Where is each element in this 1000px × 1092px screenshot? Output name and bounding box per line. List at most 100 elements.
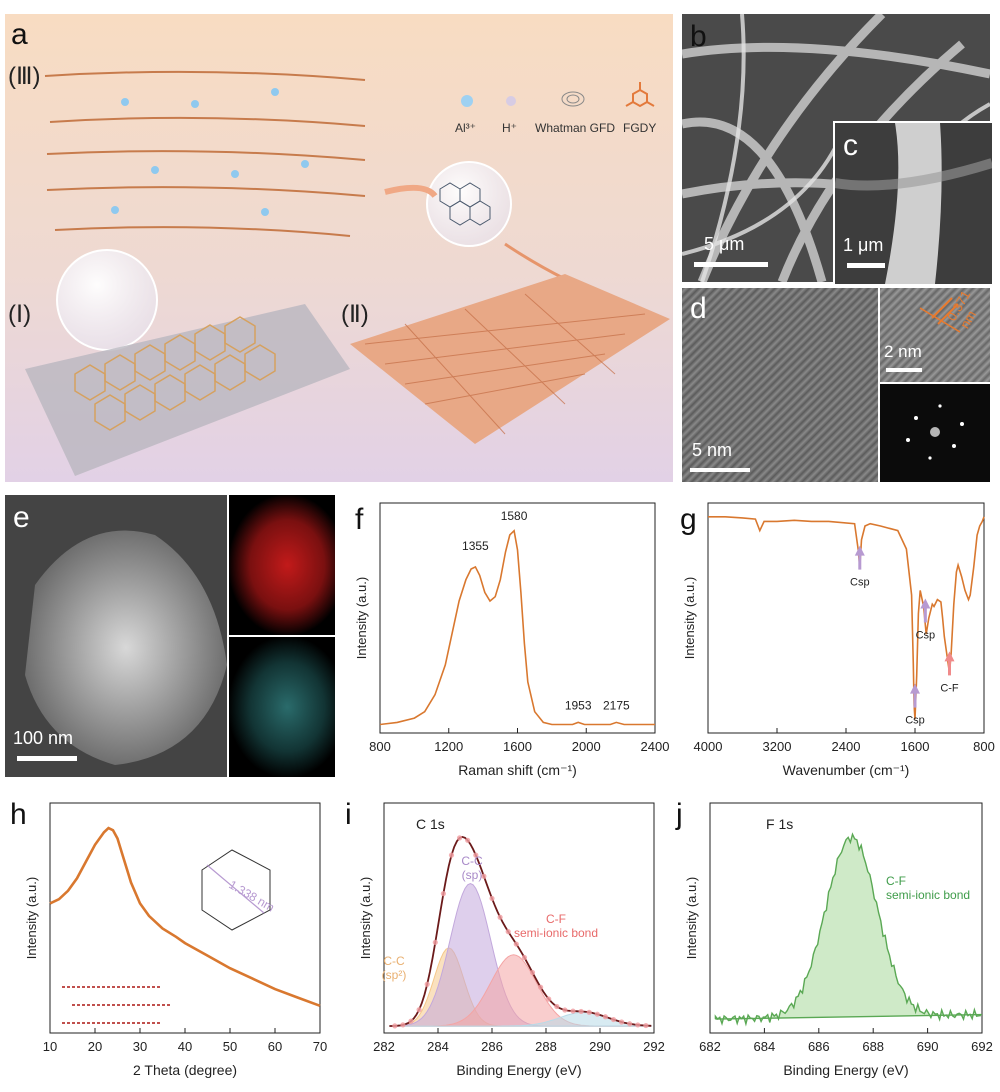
pore-diameter-label: 1.338 nm (227, 877, 277, 914)
x-tick-label: 292 (643, 1039, 665, 1054)
xps-c1s-data-point (473, 852, 479, 858)
x-tick-label: 20 (88, 1039, 102, 1054)
legend-gfd: Whatman GFD (535, 121, 615, 135)
x-tick-label: 4000 (694, 739, 723, 754)
panel-label-h: h (10, 798, 27, 831)
raman-chart: 800 1200 1600 2000 2400 Raman shift (cm⁻¹) Int… (354, 502, 669, 778)
xrd-chart: 10 20 30 40 50 60 70 2 Theta (degree) Intensity … (24, 802, 327, 1078)
molecule-bubble (56, 249, 158, 351)
band-label: Csp (850, 577, 870, 589)
stage-i-label: (Ⅰ) (8, 301, 31, 328)
xps-c1s-label-sub: (sp) (462, 868, 483, 882)
x-tick-label: 1600 (503, 739, 532, 754)
ftir-series-line (708, 516, 985, 720)
x-axis-label: Raman shift (cm⁻¹) (458, 762, 577, 778)
x-tick-label: 692 (971, 1039, 993, 1054)
xps-c1s-data-point (627, 1021, 633, 1027)
x-tick-label: 282 (373, 1039, 395, 1054)
xps-c1s-data-point (416, 1007, 422, 1013)
plot-frame (383, 802, 655, 1034)
panel-label-c: c (843, 129, 858, 162)
xps-c1s-label-sub: semi-ionic bond (514, 926, 598, 940)
panel-label-a: a (11, 18, 28, 51)
panel-label-g: g (680, 503, 697, 536)
xps-c1s-label: C-C (461, 854, 483, 868)
panel-a: Al³⁺ H⁺ Whatman GFD FGDY (Ⅲ) (Ⅰ) (Ⅱ) a (5, 14, 673, 482)
xps-c1s-data-point (432, 939, 438, 946)
scale-label-b: 5 μm (704, 234, 745, 254)
lattice-spacing-marker (919, 297, 961, 333)
x-axis-label: 2 Theta (degree) (133, 1062, 237, 1078)
xps-c1s-data-point (570, 1008, 576, 1014)
xps-f1s-line (714, 832, 981, 1027)
xps-c1s-data-point (497, 914, 503, 920)
panel-e-carbon-map (229, 495, 335, 635)
xps-c1s-data-point (602, 1014, 608, 1020)
band-arrow-head (920, 598, 931, 609)
pore-diameter-line (206, 864, 265, 914)
scale-bar-e (17, 756, 77, 761)
x-tick-label: 288 (535, 1039, 557, 1054)
x-tick-label: 50 (223, 1039, 237, 1054)
xps-c1s-data-point (457, 835, 463, 841)
y-axis-label: Intensity (a.u.) (354, 577, 369, 659)
x-tick-label: 290 (589, 1039, 611, 1054)
x-axis-label: Binding Energy (eV) (456, 1062, 581, 1078)
xps-c1s-data-point (635, 1022, 641, 1028)
panel-label-f: f (355, 503, 364, 536)
xps-c1s-data-point (529, 969, 536, 976)
y-axis-label: Intensity (a.u.) (24, 877, 39, 959)
xps-f1s-chart: 682 684 686 688 690 692 Binding Energy (eV) Int… (684, 802, 993, 1078)
panel-d-inset: 0.371 nm 2 nm (880, 288, 990, 382)
xps-c1s-data-point (481, 873, 487, 879)
x-tick-label: 1600 (901, 739, 930, 754)
xps-c1s-data-point (424, 981, 430, 987)
panel-a-illustration: Al³⁺ H⁺ Whatman GFD FGDY (Ⅲ) (Ⅰ) (Ⅱ) (8, 63, 670, 476)
panel-d-hrtem: 5 nm d (682, 288, 878, 482)
band-arrow-head (910, 683, 920, 694)
xps-f1s-fill (715, 834, 981, 1024)
x-axis-label: Binding Energy (eV) (783, 1062, 908, 1078)
x-tick-label: 684 (754, 1039, 776, 1054)
xps-c1s-title: C 1s (416, 816, 445, 832)
y-axis-label: Intensity (a.u.) (684, 877, 699, 959)
x-tick-label: 10 (43, 1039, 57, 1054)
legend-al: Al³⁺ (455, 121, 476, 135)
xps-c1s-data-point (448, 852, 455, 858)
x-axis-label: Wavenumber (cm⁻¹) (783, 762, 910, 778)
scale-label-d: 5 nm (692, 440, 733, 460)
y-axis-label: Intensity (a.u.) (682, 577, 697, 659)
xps-c1s-data-point (440, 891, 446, 897)
x-tick-label: 800 (369, 739, 391, 754)
x-tick-label: 688 (862, 1039, 884, 1054)
scale-label-e: 100 nm (13, 728, 74, 748)
peak-label: 2175 (603, 699, 630, 713)
panel-d-fft (880, 384, 990, 482)
band-label: Csp (905, 715, 925, 727)
xps-c1s-data-point (392, 1023, 398, 1029)
x-tick-label: 682 (699, 1039, 721, 1054)
scale-bar-b (694, 262, 768, 267)
scale-bar-c (847, 263, 885, 268)
x-tick-label: 800 (973, 739, 995, 754)
scale-label-c: 1 μm (843, 235, 884, 255)
panel-e-fluorine-map (229, 637, 335, 777)
legend-h: H⁺ (502, 121, 517, 135)
pore-hexagon (201, 849, 271, 931)
panel-label-d: d (690, 292, 707, 325)
haadf-image (25, 530, 227, 765)
xps-c1s-data-point (594, 1011, 600, 1017)
xps-c1s-data-point (586, 1009, 592, 1015)
plot-frame (709, 802, 983, 1034)
x-tick-label: 686 (808, 1039, 830, 1054)
fgdy-structure-inset (201, 849, 271, 931)
xps-c1s-data-point (554, 1003, 560, 1010)
al-ion-dots (111, 88, 309, 216)
band-arrow-head (944, 651, 955, 662)
xps-c1s-data-point (578, 1008, 584, 1015)
x-tick-label: 284 (427, 1039, 449, 1054)
xps-f1s-title: F 1s (766, 816, 793, 832)
xps-f1s-baseline (715, 1013, 983, 1020)
sem-single-fiber (835, 123, 992, 284)
x-tick-label: 690 (917, 1039, 939, 1054)
